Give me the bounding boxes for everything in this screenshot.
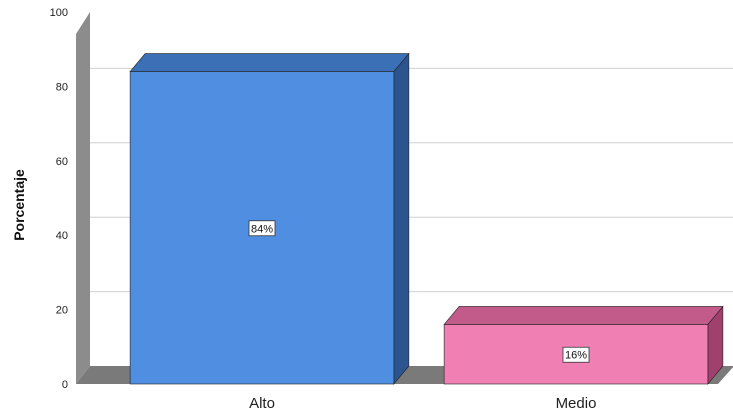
x-axis-categories: Alto Medio xyxy=(249,395,596,412)
x-category-label: Medio xyxy=(556,395,597,412)
y-tick-label: 80 xyxy=(56,81,68,93)
data-label: 84% xyxy=(248,220,276,237)
bar-side xyxy=(393,52,410,385)
y-axis-ticks: 0 20 40 60 80 100 xyxy=(50,7,68,391)
bars: 84% 16% xyxy=(129,52,724,385)
y-tick-label: 60 xyxy=(56,156,68,168)
y-tick-label: 0 xyxy=(62,379,68,391)
data-label-text: 16% xyxy=(565,350,587,362)
y-axis-label: Porcentaje xyxy=(11,169,27,241)
chart-back-wall xyxy=(76,12,90,384)
bar: 84% xyxy=(129,52,410,385)
bar-top xyxy=(129,53,410,72)
bar: 16% xyxy=(443,305,724,385)
x-category-label: Alto xyxy=(249,395,275,412)
y-tick-label: 100 xyxy=(50,7,68,19)
y-tick-label: 20 xyxy=(56,305,68,317)
y-tick-label: 40 xyxy=(56,230,68,242)
data-label-box xyxy=(248,220,276,237)
data-label: 16% xyxy=(562,346,590,363)
data-label-box xyxy=(562,346,590,363)
data-label-text: 84% xyxy=(251,223,273,235)
bar-top xyxy=(443,306,724,325)
